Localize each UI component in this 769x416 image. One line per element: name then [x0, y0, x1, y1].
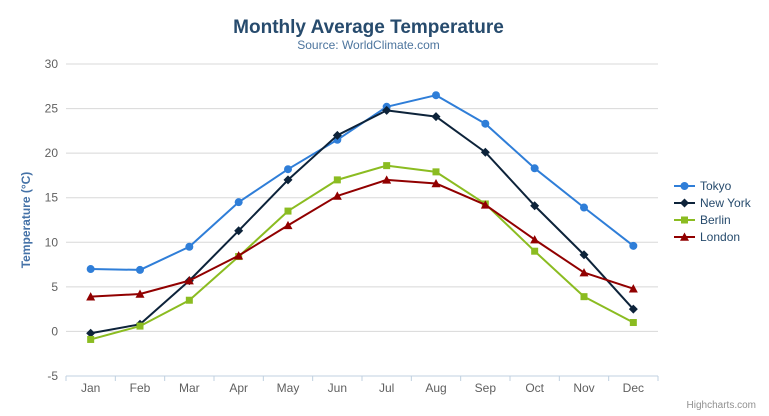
data-point[interactable]	[629, 241, 638, 250]
data-point[interactable]	[185, 242, 194, 251]
data-point[interactable]	[382, 175, 392, 184]
data-point[interactable]	[86, 292, 96, 301]
data-point[interactable]	[87, 335, 95, 343]
y-tick-label: 25	[45, 102, 59, 116]
x-tick-label: Dec	[623, 381, 644, 395]
data-point[interactable]	[580, 203, 588, 212]
series-line-berlin	[90, 164, 634, 341]
y-tick-label: 30	[45, 57, 59, 71]
legend-label: Tokyo	[700, 178, 732, 193]
highcharts-credits-link[interactable]: Highcharts.com	[686, 400, 756, 411]
data-point[interactable]	[333, 176, 341, 184]
data-point[interactable]	[382, 105, 392, 115]
data-point[interactable]	[480, 200, 490, 209]
data-point[interactable]	[481, 119, 490, 128]
legend-item-tokyo[interactable]: Tokyo	[674, 177, 751, 194]
data-point[interactable]	[283, 220, 293, 230]
chart-subtitle: Source: WorldClimate.com	[297, 38, 440, 52]
data-point[interactable]	[332, 130, 342, 140]
legend-item-berlin[interactable]: Berlin	[674, 211, 751, 228]
y-tick-label: 20	[45, 146, 59, 160]
line-diamond-marker-icon	[674, 198, 695, 207]
data-point[interactable]	[628, 304, 638, 314]
legend-item-new-york[interactable]: New York	[674, 194, 751, 211]
y-tick-label: 10	[45, 235, 59, 249]
x-tick-label: Nov	[573, 381, 594, 395]
data-point[interactable]	[531, 247, 539, 255]
x-tick-label: Sep	[475, 381, 497, 395]
y-tick-label: 5	[51, 280, 58, 294]
data-point[interactable]	[136, 265, 144, 274]
data-point[interactable]	[530, 201, 540, 211]
data-point[interactable]	[234, 226, 244, 236]
series-line-london	[90, 178, 634, 298]
data-point[interactable]	[283, 175, 293, 185]
data-point[interactable]	[432, 168, 440, 176]
x-tick-label: Jan	[81, 381, 100, 395]
y-tick-label: 15	[45, 191, 59, 205]
data-point[interactable]	[432, 91, 440, 100]
x-tick-label: May	[277, 381, 300, 395]
legend-label: London	[700, 229, 741, 244]
line-circle-marker-icon	[674, 181, 695, 190]
x-tick-label: Oct	[525, 381, 544, 395]
data-point[interactable]	[579, 250, 589, 260]
x-tick-label: Feb	[130, 381, 151, 395]
data-point[interactable]	[136, 322, 144, 330]
data-point[interactable]	[86, 328, 96, 338]
x-tick-label: Jun	[328, 381, 347, 395]
data-point[interactable]	[86, 265, 95, 274]
data-point[interactable]	[431, 112, 441, 122]
data-point[interactable]	[530, 164, 539, 173]
data-point[interactable]	[579, 268, 589, 277]
data-point[interactable]	[580, 293, 588, 301]
line-square-marker-icon	[674, 216, 695, 223]
x-tick-label: Aug	[425, 381, 446, 395]
x-tick-label: Apr	[229, 381, 248, 395]
chart-title: Monthly Average Temperature	[233, 17, 504, 38]
data-point[interactable]	[628, 284, 638, 293]
data-point[interactable]	[234, 251, 244, 260]
x-tick-label: Mar	[179, 381, 200, 395]
data-point[interactable]	[185, 296, 193, 304]
data-point[interactable]	[184, 276, 194, 285]
y-tick-label: -5	[47, 369, 58, 383]
data-point[interactable]	[135, 289, 145, 298]
legend-label: New York	[700, 195, 751, 210]
data-point[interactable]	[629, 319, 637, 327]
legend-label: Berlin	[700, 212, 731, 227]
series-line-tokyo	[90, 94, 634, 271]
legend-item-london[interactable]: London	[674, 228, 751, 245]
data-point[interactable]	[530, 235, 540, 244]
data-point[interactable]	[383, 162, 391, 170]
x-tick-label: Jul	[379, 381, 394, 395]
data-point[interactable]	[431, 178, 441, 188]
data-point[interactable]	[332, 191, 342, 200]
data-point[interactable]	[284, 207, 292, 215]
line-triangle-marker-icon	[674, 232, 695, 241]
data-point[interactable]	[284, 165, 292, 174]
y-tick-label: 0	[51, 324, 58, 338]
legend: Tokyo New York Berlin London	[674, 177, 751, 245]
data-point[interactable]	[234, 198, 243, 207]
series-line-new-york	[90, 109, 635, 335]
data-point[interactable]	[480, 147, 490, 157]
